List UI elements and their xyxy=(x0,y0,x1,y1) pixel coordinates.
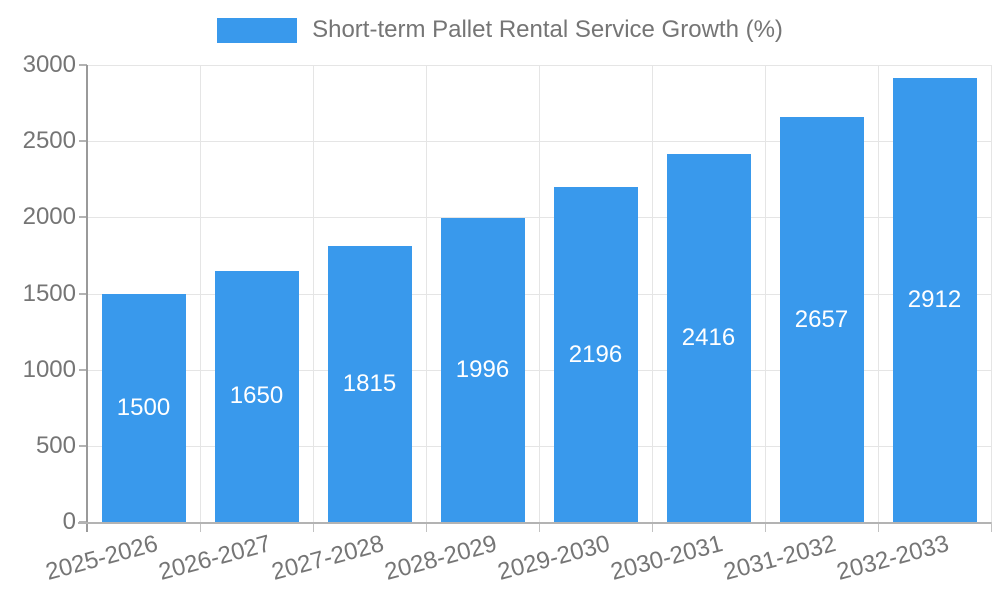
x-axis-tick-mark xyxy=(652,522,653,532)
gridline-vertical xyxy=(200,65,201,522)
bar[interactable]: 2657 xyxy=(779,117,864,522)
gridline-vertical xyxy=(426,65,427,522)
legend[interactable]: Short-term Pallet Rental Service Growth … xyxy=(0,16,1000,44)
bar[interactable]: 1500 xyxy=(101,293,186,522)
bar-value-label: 2416 xyxy=(681,323,736,351)
y-axis-line xyxy=(86,65,88,532)
y-axis-tick-label: 1500 xyxy=(22,279,76,307)
bar[interactable]: 1996 xyxy=(440,217,525,522)
bar-value-label: 1815 xyxy=(342,369,397,397)
x-axis-tick-mark xyxy=(539,522,540,532)
legend-label: Short-term Pallet Rental Service Growth … xyxy=(312,16,783,43)
bar[interactable]: 2416 xyxy=(666,153,751,522)
y-axis-tick-label: 0 xyxy=(62,508,76,535)
y-axis-tick-mark xyxy=(79,368,87,371)
y-axis-tick-label: 500 xyxy=(35,431,76,459)
y-axis-tick-label: 2500 xyxy=(22,127,76,155)
gridline-vertical xyxy=(991,65,992,522)
y-axis-tick-mark xyxy=(79,292,87,295)
gridline-vertical xyxy=(878,65,879,522)
x-axis-tick-mark xyxy=(313,522,314,532)
gridline-vertical xyxy=(539,65,540,522)
x-axis-tick-mark xyxy=(878,522,879,532)
gridline-vertical xyxy=(313,65,314,522)
bar[interactable]: 2196 xyxy=(553,187,638,522)
bar[interactable]: 1815 xyxy=(327,245,412,522)
y-axis-tick-label: 2000 xyxy=(22,203,76,231)
y-axis-tick-mark xyxy=(79,444,87,447)
bar[interactable]: 2912 xyxy=(892,78,977,522)
y-axis-tick-label: 3000 xyxy=(22,51,76,78)
x-axis-tick-mark xyxy=(200,522,201,532)
x-axis-tick-mark xyxy=(991,522,992,532)
bar-value-label: 1500 xyxy=(116,393,171,421)
y-axis-tick-mark xyxy=(79,140,87,143)
y-axis-tick-label: 1000 xyxy=(22,355,76,383)
legend-swatch xyxy=(217,17,298,43)
y-axis-tick-mark xyxy=(79,64,87,66)
bar-value-label: 1650 xyxy=(229,382,284,410)
x-axis-tick-mark xyxy=(426,522,427,532)
y-axis-tick-mark xyxy=(79,216,87,219)
x-axis-line xyxy=(78,522,991,524)
x-axis-tick-mark xyxy=(765,522,766,532)
gridline-vertical xyxy=(765,65,766,522)
bar-value-label: 1996 xyxy=(455,355,510,383)
bar-value-label: 2912 xyxy=(907,286,962,314)
gridline-vertical xyxy=(652,65,653,522)
bar-value-label: 2657 xyxy=(794,305,849,333)
bar-value-label: 2196 xyxy=(568,340,623,368)
bar[interactable]: 1650 xyxy=(214,270,299,522)
